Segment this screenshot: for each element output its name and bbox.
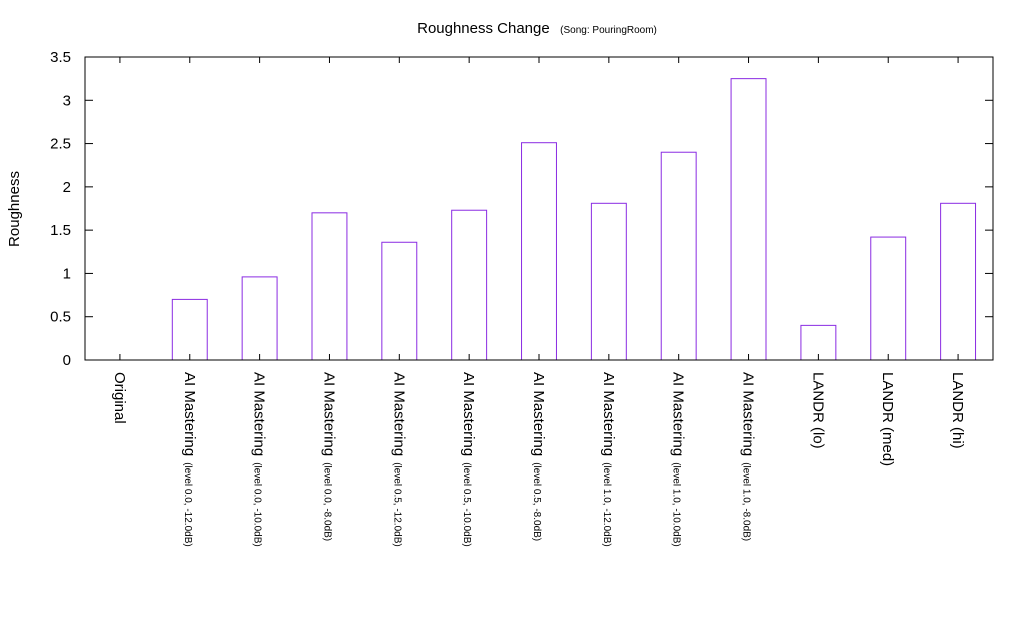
- y-tick-label: 1: [63, 265, 71, 282]
- x-category-label: LANDR (med): [879, 372, 896, 466]
- y-axis-label: Roughness: [6, 171, 23, 247]
- x-category-main: LANDR (med): [879, 372, 896, 466]
- x-axis-ticks: [119, 57, 959, 360]
- x-category-sub: (level 0.5, -12.0dB): [391, 462, 402, 547]
- y-tick-label: 1.5: [50, 222, 71, 239]
- x-category-label: AI Mastering (level 1.0, -8.0dB): [740, 372, 757, 541]
- x-category-main: LANDR (hi): [949, 372, 966, 449]
- x-category-main: AI Mastering: [460, 372, 477, 456]
- x-category-sub: (level 0.0, -10.0dB): [252, 462, 263, 547]
- x-category-sub: (level 0.5, -10.0dB): [461, 462, 472, 547]
- y-tick-label: 3.5: [50, 49, 71, 66]
- x-category-main: AI Mastering: [670, 372, 687, 456]
- x-category-main: AI Mastering: [740, 372, 757, 456]
- x-category-main: AI Mastering: [251, 372, 268, 456]
- chart-subtitle-text: (Song: PouringRoom): [560, 25, 657, 36]
- x-category-main: LANDR (lo): [809, 372, 826, 449]
- x-category-main: AI Mastering: [600, 372, 617, 456]
- x-category-label: AI Mastering (level 1.0, -12.0dB): [600, 372, 617, 547]
- plot-frame: [84, 56, 994, 361]
- x-category-label: LANDR (hi): [949, 372, 966, 449]
- x-category-label: Original: [111, 372, 128, 424]
- x-category-label: LANDR (lo): [809, 372, 826, 449]
- x-category-sub: (level 1.0, -10.0dB): [671, 462, 682, 547]
- x-category-sub: (level 1.0, -8.0dB): [741, 462, 752, 541]
- x-category-label: AI Mastering (level 0.0, -8.0dB): [320, 372, 337, 541]
- x-category-main: AI Mastering: [530, 372, 547, 456]
- y-tick-label: 2: [63, 179, 71, 196]
- y-tick-label: 0.5: [50, 309, 71, 326]
- x-category-label: AI Mastering (level 0.5, -10.0dB): [460, 372, 477, 547]
- x-category-sub: (level 0.0, -12.0dB): [182, 462, 193, 547]
- x-category-label: AI Mastering (level 0.5, -12.0dB): [390, 372, 407, 547]
- y-tick-label: 2.5: [50, 136, 71, 153]
- x-category-label: AI Mastering (level 0.5, -8.0dB): [530, 372, 547, 541]
- x-category-main: AI Mastering: [181, 372, 198, 456]
- x-category-main: Original: [111, 372, 128, 424]
- x-axis-labels: Original AI Mastering (level 0.0, -12.0dB)…: [111, 372, 966, 547]
- y-tick-label: 3: [63, 92, 71, 109]
- chart-title-text: Roughness Change: [417, 20, 550, 37]
- x-category-main: AI Mastering: [320, 372, 337, 456]
- y-tick-label: 0: [63, 352, 71, 369]
- x-category-sub: (level 0.5, -8.0dB): [531, 462, 542, 541]
- x-category-sub: (level 0.0, -8.0dB): [321, 462, 332, 541]
- x-category-label: AI Mastering (level 0.0, -12.0dB): [181, 372, 198, 547]
- x-category-sub: (level 1.0, -12.0dB): [601, 462, 612, 547]
- y-axis-ticks: 0 0.5 1 1.5 2 2.5 3 3.5: [50, 49, 993, 369]
- x-category-label: AI Mastering (level 0.0, -10.0dB): [251, 372, 268, 547]
- x-category-main: AI Mastering: [390, 372, 407, 456]
- chart-title: Roughness Change (Song: PouringRoom): [417, 20, 657, 37]
- x-category-label: AI Mastering (level 1.0, -10.0dB): [670, 372, 687, 547]
